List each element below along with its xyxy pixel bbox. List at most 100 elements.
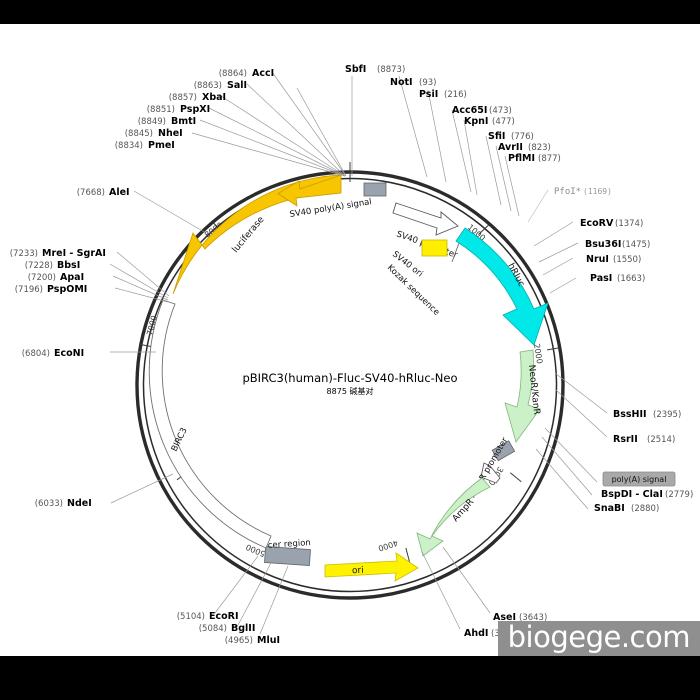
site-label[interactable]: (7200) ApaI <box>28 272 84 283</box>
site-position: (1475) <box>622 240 650 250</box>
site-label[interactable]: PflMI (877) <box>508 153 561 164</box>
site-position: (4965) <box>225 636 253 646</box>
site-name: XbaI <box>202 92 226 103</box>
site-position: (8863) <box>194 81 222 91</box>
sites-left-group: (6033) NdeI (6804) EcoNI (7196) PspOMI (… <box>10 187 130 509</box>
site-label[interactable]: (6804) EcoNI <box>22 348 84 359</box>
site-label[interactable]: RsrII (2514) <box>613 434 675 445</box>
leader-lines <box>109 71 608 635</box>
bottom-letterbox-bar <box>0 656 700 700</box>
page-title: pBIRC3(human)-Fluc-SV40-hRluc-Neo <box>242 371 457 385</box>
site-label[interactable]: AvrII (823) <box>498 142 551 153</box>
site-label[interactable]: (6033) NdeI <box>35 498 92 509</box>
site-label[interactable]: (7668) AleI <box>77 187 130 198</box>
site-label[interactable]: PasI (1663) <box>590 273 645 284</box>
sites-right-group: PfoI* (1169) EcoRV (1374) Bsu36I (1475) … <box>554 187 693 514</box>
polya-signal-chip-label: poly(A) signal <box>612 475 667 484</box>
site-label[interactable]: Bsu36I (1475) <box>585 239 650 250</box>
site-name: SalI <box>227 80 247 91</box>
site-position: (1374) <box>615 219 643 229</box>
site-name: MreI - SgrAI <box>42 248 106 259</box>
site-label[interactable]: (4965) MluI <box>225 635 280 646</box>
site-label[interactable]: BspDI - ClaI (2779) <box>601 489 693 500</box>
site-label[interactable]: (8857) XbaI <box>169 92 226 103</box>
site-name: EcoRV <box>580 218 614 229</box>
site-name: ApaI <box>60 272 84 283</box>
site-position: (8873) <box>377 65 405 75</box>
site-name: PsiI <box>419 89 438 100</box>
plasmid-size-label: 8875 碱基对 <box>327 386 374 396</box>
feature-kozak-tick[interactable] <box>451 242 460 263</box>
feature-label-ori: ori <box>352 566 364 577</box>
site-label[interactable]: EcoRV (1374) <box>580 218 643 229</box>
feature-birc3[interactable]: BIRC3 <box>148 299 272 549</box>
site-label[interactable]: AseI (3643) <box>493 612 547 623</box>
feature-polya-signal-box[interactable] <box>491 440 516 462</box>
site-name: BspDI - ClaI <box>601 489 663 500</box>
site-name: NotI <box>390 77 413 88</box>
site-name: AleI <box>109 187 130 198</box>
site-label[interactable]: (7233) MreI - SgrAI <box>10 248 106 259</box>
site-label[interactable]: KpnI (477) <box>464 116 515 127</box>
site-position: (5084) <box>199 624 227 634</box>
site-label[interactable]: Acc65I (473) <box>452 105 512 116</box>
site-label[interactable]: PfoI* (1169) <box>554 187 612 197</box>
site-name: PspOMI <box>47 284 87 295</box>
site-label[interactable]: (8863) SalI <box>194 80 247 91</box>
site-position: (8851) <box>147 105 175 115</box>
site-label[interactable]: (7228) BbsI <box>25 260 81 271</box>
site-name: SbfI <box>345 64 366 75</box>
feature-polya-box[interactable] <box>363 182 387 197</box>
site-position: (8849) <box>138 117 166 127</box>
feature-ori[interactable]: ori <box>324 552 419 582</box>
polya-signal-chip[interactable]: poly(A) signal <box>602 471 676 487</box>
feature-cer-region[interactable]: cer region <box>264 538 311 567</box>
site-name: AvrII <box>498 142 523 153</box>
site-position: (823) <box>528 143 551 153</box>
site-position: (8834) <box>115 141 143 151</box>
site-label[interactable]: NotI (93) <box>390 77 436 88</box>
site-name: RsrII <box>613 434 638 445</box>
site-name: AhdI <box>464 628 488 639</box>
site-position: (3643) <box>519 613 547 623</box>
site-name: PflMI <box>508 153 535 164</box>
site-position: (5104) <box>177 612 205 622</box>
site-name: Acc65I <box>452 105 487 116</box>
site-label[interactable]: SfiI (776) <box>488 131 534 142</box>
feature-label-sv40-polya-signal: SV40 poly(A) signal <box>289 197 373 220</box>
site-position: (877) <box>538 154 561 164</box>
site-position: (7233) <box>10 249 38 259</box>
site-label[interactable]: (8849) BmtI <box>138 116 196 127</box>
site-position: (7200) <box>28 273 56 283</box>
feature-neor-kanr[interactable]: NeoR/KanR <box>504 349 541 443</box>
site-label[interactable]: (8834) PmeI <box>115 140 175 151</box>
sites-top-left-group: (8864) AccI (8863) SalI (8857) XbaI (885… <box>115 68 274 151</box>
site-position: (8864) <box>219 69 247 79</box>
site-label[interactable]: PsiI (216) <box>419 89 467 100</box>
site-name: BssHII <box>613 409 647 420</box>
site-label[interactable]: BssHII (2395) <box>613 409 681 420</box>
site-label[interactable]: (8864) AccI <box>219 68 274 79</box>
site-position: (6804) <box>22 349 50 359</box>
site-label[interactable]: (7196) PspOMI <box>15 284 88 295</box>
site-label[interactable]: (8845) NheI <box>125 128 183 139</box>
site-position: (8845) <box>125 129 153 139</box>
site-name: EcoRI <box>209 611 239 622</box>
sites-bottom-left-group: (5104) EcoRI (5084) BglII (4965) MluI <box>177 611 280 646</box>
site-position: (93) <box>419 78 436 88</box>
site-label[interactable]: SnaBI (2880) <box>594 503 659 514</box>
site-position: (776) <box>511 132 534 142</box>
feature-ampr[interactable]: AmpR <box>416 477 491 557</box>
site-position: (1663) <box>617 274 645 284</box>
site-label[interactable]: (5084) BglII <box>199 623 256 634</box>
feature-sv40-ori-box[interactable] <box>421 239 448 257</box>
site-name: PspXI <box>180 104 210 115</box>
site-label[interactable]: SbfI (8873) <box>345 64 405 75</box>
site-label[interactable]: (5104) EcoRI <box>177 611 239 622</box>
site-label[interactable]: (8851) PspXI <box>147 104 210 115</box>
site-position: (2880) <box>631 504 659 514</box>
site-name: NruI <box>586 254 609 265</box>
site-name: AccI <box>252 68 274 79</box>
site-label[interactable]: NruI (1550) <box>586 254 641 265</box>
